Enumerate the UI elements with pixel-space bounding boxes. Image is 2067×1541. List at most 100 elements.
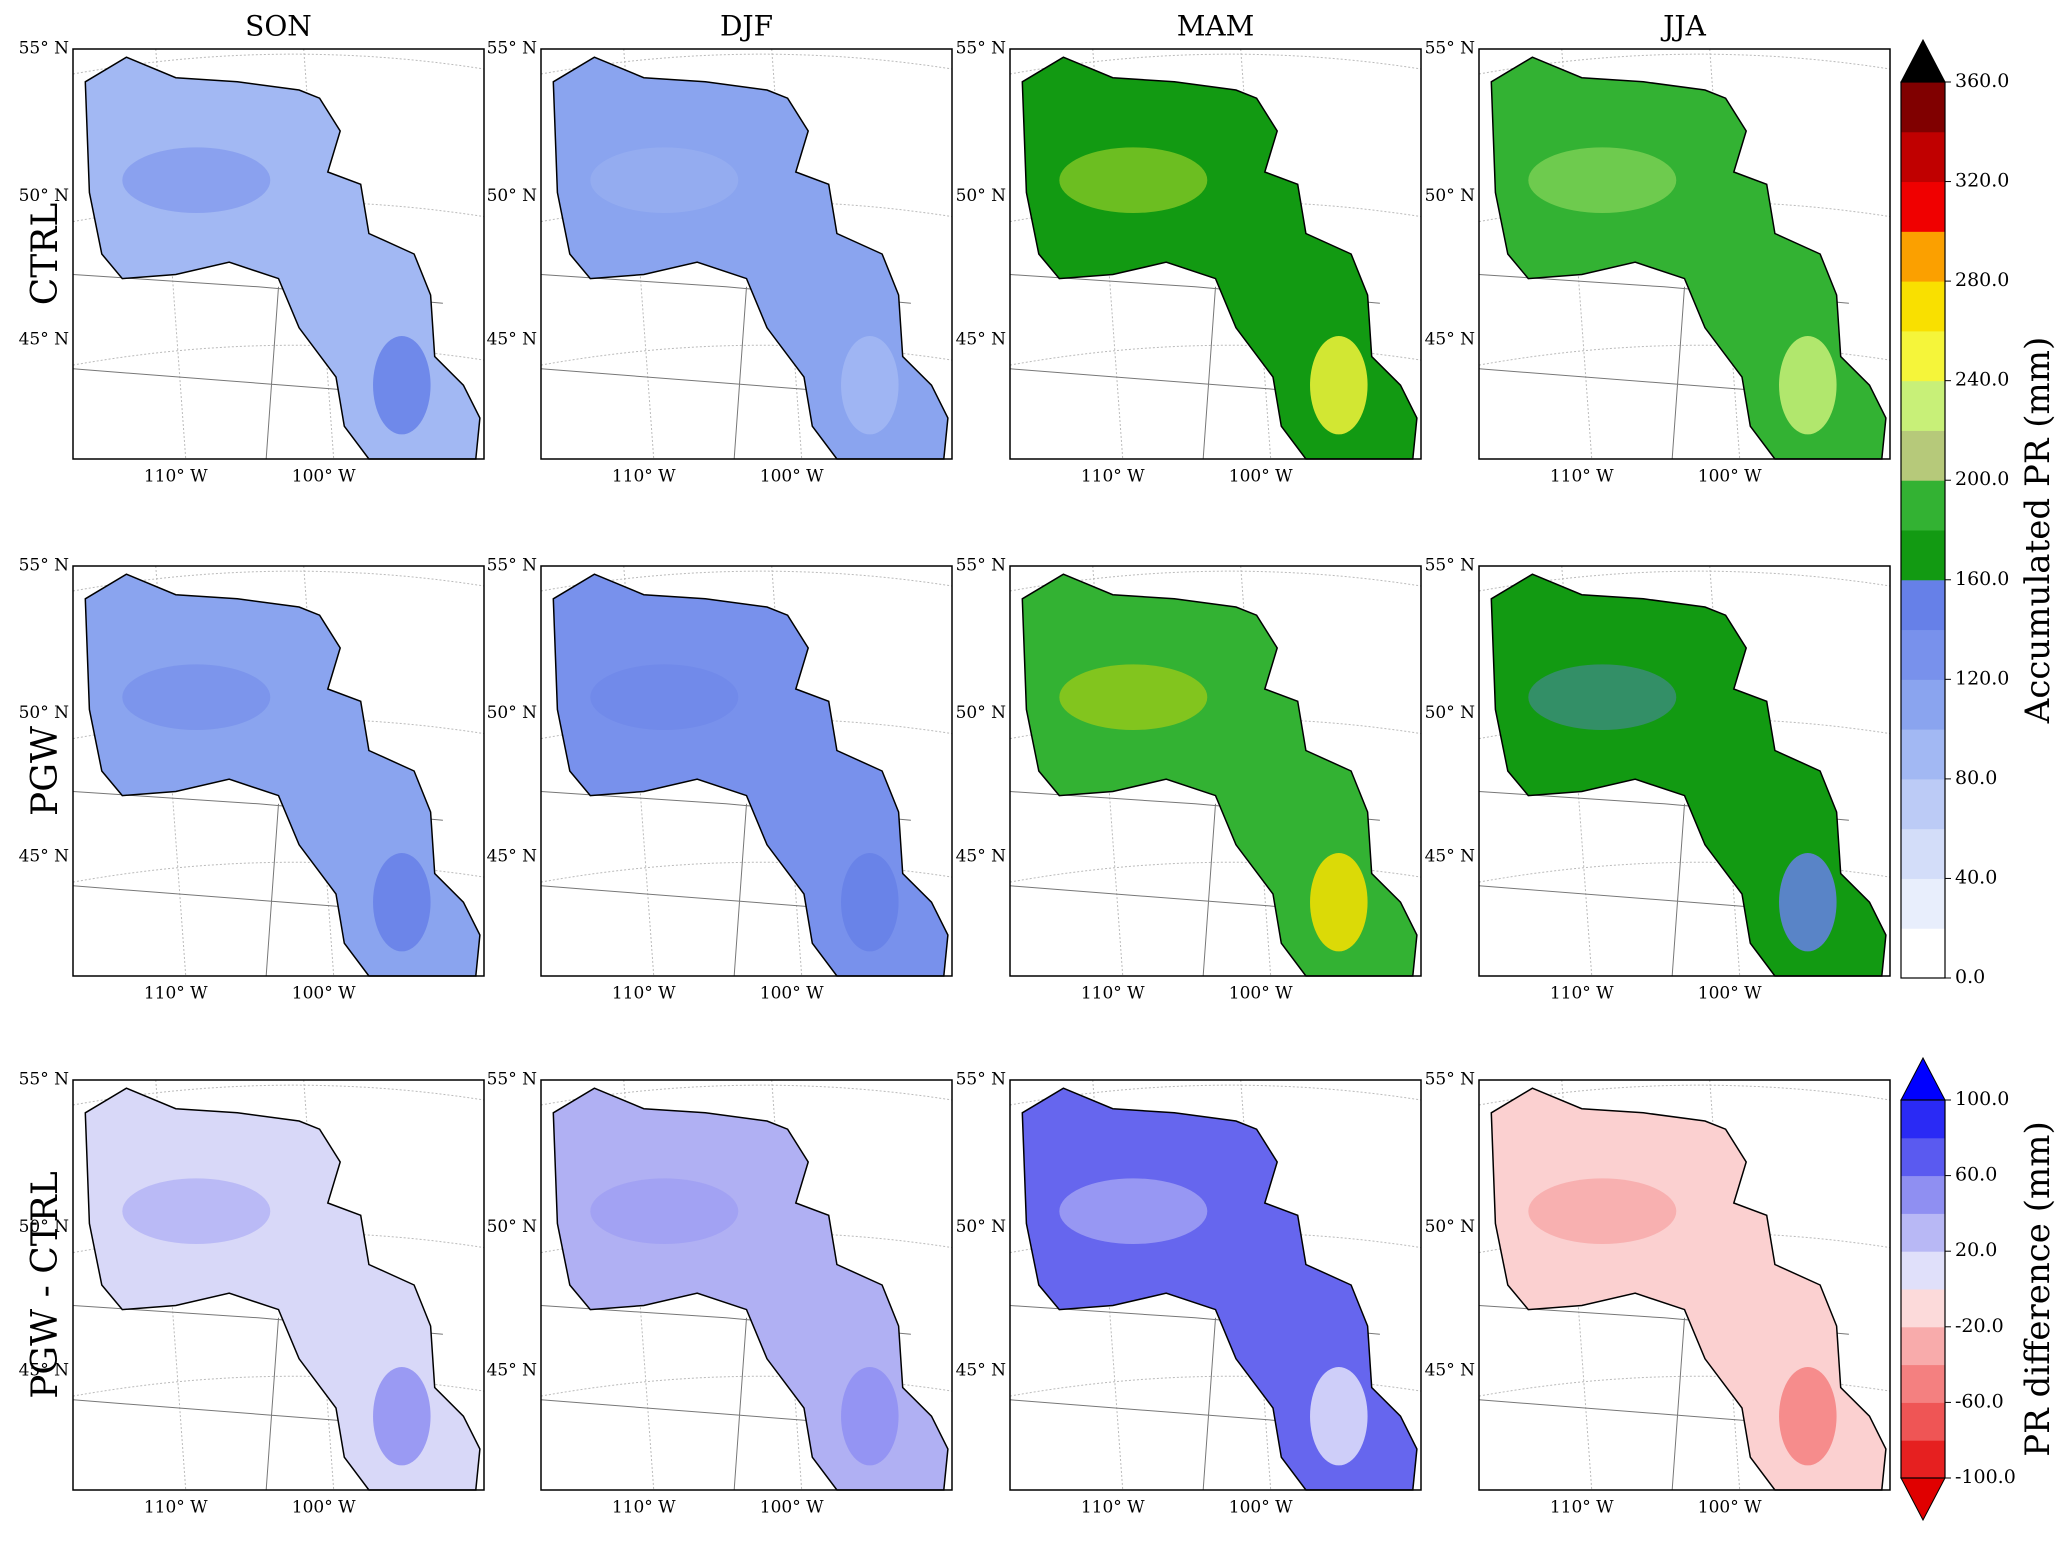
colorbar-bin xyxy=(1901,330,1945,382)
map-panel xyxy=(1478,48,1891,460)
lat-label: 55° N xyxy=(487,39,538,59)
field-patch xyxy=(1310,853,1368,952)
lat-label: 55° N xyxy=(487,556,538,576)
panel-border xyxy=(72,565,485,977)
lat-label: 50° N xyxy=(487,186,538,206)
field-patch xyxy=(1528,1178,1677,1244)
map-panel xyxy=(540,48,953,460)
colorbar-extend xyxy=(1900,1056,1946,1101)
lat-label: 50° N xyxy=(1425,186,1476,206)
colorbar-bin xyxy=(1901,530,1945,581)
panel-border xyxy=(1478,565,1891,977)
field-patch xyxy=(373,1367,431,1466)
state-border xyxy=(1009,647,1380,977)
lon-label: 110° W xyxy=(1550,467,1614,487)
field-patch xyxy=(590,147,739,213)
field-patch xyxy=(1779,1367,1837,1466)
field-patch xyxy=(373,336,431,435)
field-patch xyxy=(1059,1178,1208,1244)
lat-label: 55° N xyxy=(1425,556,1476,576)
state-border xyxy=(1478,647,1849,977)
colorbar-bin xyxy=(1901,1100,1945,1139)
field-patch xyxy=(1779,853,1837,952)
lon-label: 100° W xyxy=(760,467,824,487)
field-patch xyxy=(1310,336,1368,435)
lon-label: 110° W xyxy=(1081,1498,1145,1518)
lat-label: 55° N xyxy=(19,39,70,59)
map-panel xyxy=(1478,1079,1891,1491)
colorbar-tick-label: 120.0 xyxy=(1955,667,2009,689)
field-patch xyxy=(841,853,899,952)
lon-label: 100° W xyxy=(1698,984,1762,1004)
colorbar-tick-label: 0.0 xyxy=(1955,966,1985,988)
colorbar-bin xyxy=(1901,828,1945,879)
field-patch xyxy=(841,1367,899,1466)
lat-label: 55° N xyxy=(487,1070,538,1090)
lat-label: 55° N xyxy=(1425,1070,1476,1090)
lat-label: 45° N xyxy=(1425,847,1476,867)
lat-label: 50° N xyxy=(19,703,70,723)
colorbar-extend xyxy=(1900,38,1946,83)
colorbar-tick-label: 240.0 xyxy=(1955,369,2009,391)
field-patch xyxy=(122,1178,271,1244)
colorbar-bin xyxy=(1901,1289,1945,1328)
state-border xyxy=(540,647,911,977)
lat-label: 50° N xyxy=(19,1217,70,1237)
colorbar-bin xyxy=(1901,1402,1945,1441)
field-patch xyxy=(590,664,739,730)
lat-label: 45° N xyxy=(487,330,538,350)
field-patch xyxy=(841,336,899,435)
colorbar-label: Accumulated PR (mm) xyxy=(2018,337,2058,724)
lat-label: 45° N xyxy=(956,847,1007,867)
lat-label: 45° N xyxy=(1425,330,1476,350)
lon-label: 100° W xyxy=(1698,467,1762,487)
lat-label: 45° N xyxy=(487,847,538,867)
lat-label: 55° N xyxy=(956,1070,1007,1090)
lon-label: 110° W xyxy=(1081,467,1145,487)
colorbar-tick-label: 320.0 xyxy=(1955,170,2009,192)
lat-label: 45° N xyxy=(19,847,70,867)
colorbar-tick-label: 60.0 xyxy=(1955,1164,1997,1186)
lat-label: 55° N xyxy=(956,39,1007,59)
colorbar-tick-label: -20.0 xyxy=(1955,1315,2004,1337)
field-patch xyxy=(1310,1367,1368,1466)
map-panel xyxy=(540,1079,953,1491)
colorbar-bin xyxy=(1901,629,1945,680)
colorbar-bin xyxy=(1901,1213,1945,1252)
lat-label: 45° N xyxy=(1425,1361,1476,1381)
colorbar-bin xyxy=(1901,679,1945,730)
colorbar-bin xyxy=(1901,231,1945,282)
colorbar-bin xyxy=(1901,878,1945,929)
map-panel xyxy=(72,48,485,460)
field-patch xyxy=(1528,147,1677,213)
lon-label: 110° W xyxy=(144,984,208,1004)
lon-label: 110° W xyxy=(1550,984,1614,1004)
lon-label: 110° W xyxy=(612,1498,676,1518)
panel-border xyxy=(1478,1079,1891,1491)
field-patch xyxy=(1059,147,1208,213)
map-panel xyxy=(72,565,485,977)
lon-label: 100° W xyxy=(1698,1498,1762,1518)
row-label: CTRL xyxy=(25,203,66,306)
map-panel xyxy=(1478,565,1891,977)
map-panel xyxy=(1009,565,1422,977)
panel-border xyxy=(540,1079,953,1491)
row-label: PGW xyxy=(25,726,66,816)
colorbar-bin xyxy=(1901,1440,1945,1479)
map-panel xyxy=(1009,1079,1422,1491)
row-label: PGW - CTRL xyxy=(25,1171,66,1399)
colorbar-tick-label: -100.0 xyxy=(1955,1466,2016,1488)
state-border xyxy=(1009,130,1380,460)
colorbar-bin xyxy=(1901,181,1945,232)
lon-label: 110° W xyxy=(144,467,208,487)
state-border xyxy=(72,647,443,977)
colorbar-tick-label: 80.0 xyxy=(1955,767,1997,789)
lon-label: 110° W xyxy=(1081,984,1145,1004)
lat-label: 55° N xyxy=(19,556,70,576)
lat-label: 50° N xyxy=(487,703,538,723)
panel-border xyxy=(72,1079,485,1491)
colorbar-bin xyxy=(1901,430,1945,481)
lon-label: 100° W xyxy=(292,467,356,487)
lon-label: 100° W xyxy=(1229,984,1293,1004)
colorbar-bin xyxy=(1901,1364,1945,1403)
